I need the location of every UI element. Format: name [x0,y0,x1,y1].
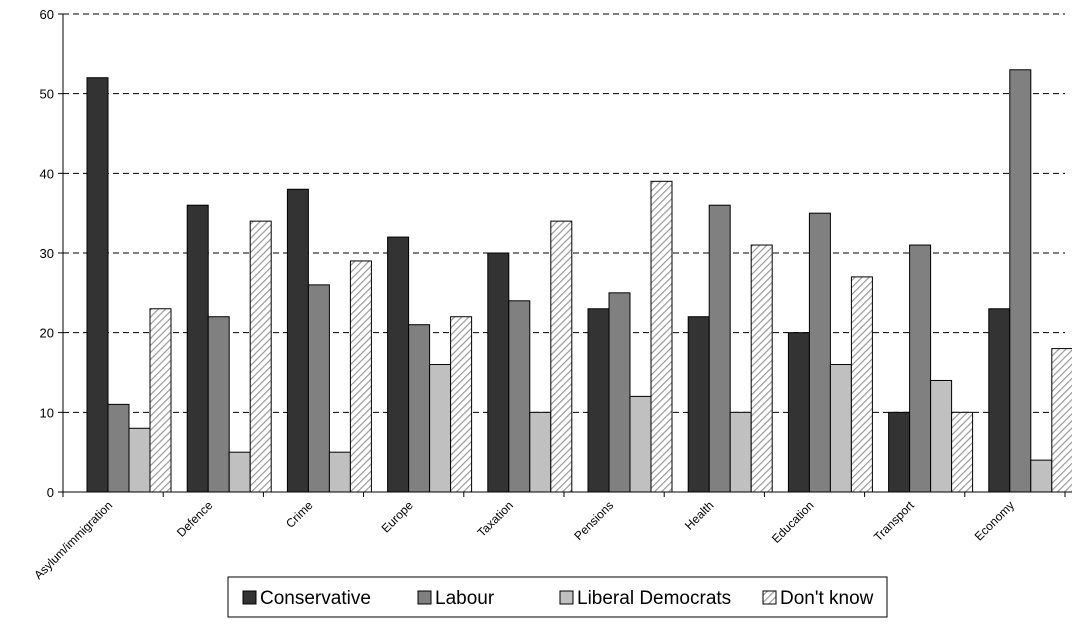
bar-labour-9 [1009,69,1032,493]
legend-swatch [559,590,574,605]
x-category-label: Education [769,498,817,546]
bar-don-t-know-9 [1051,348,1072,493]
y-tick-label: 20 [40,326,54,341]
bar-labour-1 [207,316,230,493]
x-category-label: Health [682,498,716,532]
bar-conservative-7 [787,332,810,493]
bar-liberal-democrats-6 [729,411,752,493]
x-axis-ticks: Asylum/immigration Defence Crime Europe Taxa… [31,492,1066,582]
bar-conservative-6 [687,316,710,493]
bar-don-t-know-4 [550,220,573,493]
bar-don-t-know-3 [450,316,473,493]
legend-swatch [242,590,257,605]
y-tick-label: 0 [47,485,54,500]
x-category-label: Asylum/immigration [31,498,115,582]
legend-swatch [417,590,432,605]
bar-don-t-know-8 [951,411,974,493]
y-axis-ticks: 0 10 20 30 40 50 60 [40,7,63,500]
bar-conservative-8 [888,411,911,493]
bar-conservative-1 [186,204,209,493]
x-category-label: Pensions [571,498,616,543]
y-tick-label: 30 [40,246,54,261]
x-category-label: Defence [174,498,216,540]
bar-don-t-know-2 [349,260,372,493]
bar-don-t-know-7 [850,276,873,493]
bar-don-t-know-0 [149,308,172,493]
x-category-label: Transport [871,498,917,544]
bar-labour-7 [808,212,831,493]
y-tick-label: 10 [40,405,54,420]
bar-liberal-democrats-5 [629,395,652,493]
x-category-label: Crime [283,498,316,531]
bar-labour-5 [608,292,631,493]
legend-label: Labour [435,588,495,609]
x-category-label: Europe [379,498,416,535]
bar-conservative-9 [988,308,1011,493]
x-category-label: Economy [972,498,1017,543]
bar-liberal-democrats-7 [829,364,852,493]
legend-label: Conservative [260,588,371,609]
bar-liberal-democrats-2 [328,451,351,493]
bar-labour-3 [408,324,431,493]
bar-don-t-know-6 [750,244,773,493]
bars [86,69,1072,493]
bar-labour-2 [307,284,330,493]
legend-label: Liberal Democrats [577,588,731,609]
bar-labour-8 [909,244,932,493]
legend-box [227,576,888,618]
bar-liberal-democrats-3 [429,364,452,493]
bar-liberal-democrats-9 [1030,459,1053,493]
bar-liberal-democrats-1 [228,451,251,493]
y-tick-label: 50 [40,87,54,102]
bar-labour-4 [508,300,531,493]
bar-liberal-democrats-4 [529,411,552,493]
bar-conservative-0 [86,77,109,493]
legend-swatch [762,590,777,605]
bar-conservative-5 [587,308,610,493]
bar-labour-0 [107,403,130,493]
legend: Conservative Labour Liberal Democrats Don't… [227,576,888,618]
y-tick-label: 60 [40,7,54,22]
bar-liberal-democrats-0 [128,427,151,493]
bar-don-t-know-5 [650,180,673,493]
x-category-label: Taxation [475,498,517,540]
bar-liberal-democrats-8 [930,379,953,493]
bar-labour-6 [708,204,731,493]
legend-label: Don't know [780,588,874,609]
bar-don-t-know-1 [249,220,272,493]
bar-conservative-2 [286,188,309,493]
bar-conservative-4 [487,252,510,493]
bar-conservative-3 [387,236,410,493]
y-tick-label: 40 [40,166,54,181]
